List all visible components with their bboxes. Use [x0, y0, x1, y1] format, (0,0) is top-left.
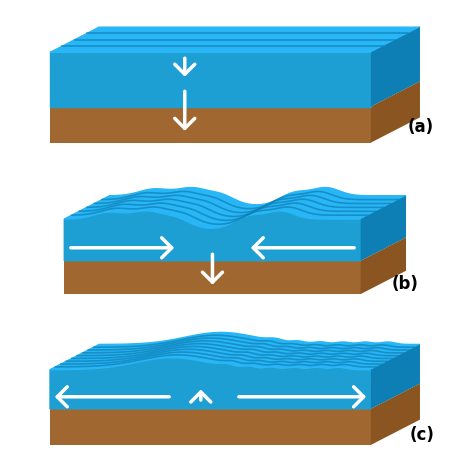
Polygon shape: [50, 53, 371, 107]
Text: (c): (c): [409, 425, 434, 443]
Polygon shape: [50, 409, 371, 445]
Text: (a): (a): [408, 117, 434, 135]
Polygon shape: [50, 333, 420, 370]
Polygon shape: [371, 345, 420, 409]
Polygon shape: [371, 28, 420, 107]
Polygon shape: [64, 188, 406, 229]
Polygon shape: [64, 261, 361, 295]
Polygon shape: [50, 384, 420, 409]
Polygon shape: [64, 212, 361, 261]
Polygon shape: [361, 238, 406, 295]
Polygon shape: [371, 82, 420, 143]
Polygon shape: [50, 107, 371, 143]
Polygon shape: [50, 82, 420, 107]
Polygon shape: [64, 238, 406, 261]
Polygon shape: [50, 28, 420, 53]
Polygon shape: [50, 358, 371, 409]
Polygon shape: [361, 196, 406, 261]
Polygon shape: [371, 384, 420, 445]
Text: (b): (b): [392, 275, 419, 293]
